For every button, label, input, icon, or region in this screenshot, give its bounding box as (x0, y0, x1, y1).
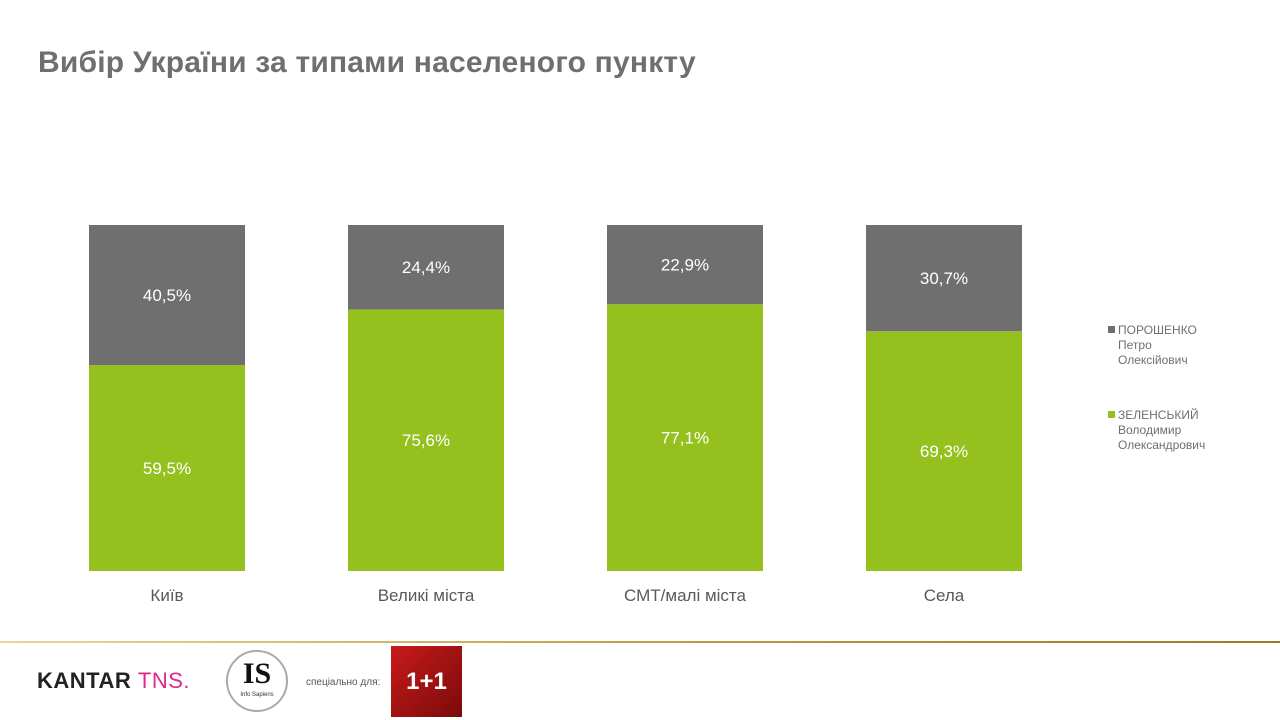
bar-segment (607, 225, 763, 305)
category-label: Села (924, 586, 965, 605)
legend-label: Володимир (1118, 423, 1182, 437)
legend-item-poroshenko: ПОРОШЕНКО Петро Олексійович (1108, 323, 1197, 368)
category-label: СМТ/малі міста (624, 586, 746, 605)
legend-label: Петро (1118, 338, 1152, 352)
legend-label: Олексійович (1118, 353, 1188, 367)
data-label: 59,5% (143, 459, 191, 478)
bar-segment (607, 304, 763, 571)
legend-label: Олександрович (1118, 438, 1206, 452)
legend-item-zelensky: ЗЕЛЕНСЬКИЙ Володимир Олександрович (1108, 408, 1205, 453)
data-label: 40,5% (143, 286, 191, 305)
kantar-tns-logo: KANTAR TNS. (37, 668, 190, 693)
data-label: 30,7% (920, 269, 968, 288)
category-label: Київ (150, 586, 183, 605)
special-for-label: спеціально для: (306, 677, 381, 688)
legend-label: ПОРОШЕНКО (1118, 323, 1197, 337)
data-label: 69,3% (920, 442, 968, 461)
info-sapiens-logo: IS Info Sapiens (226, 650, 288, 712)
page-title: Вибір України за типами населеного пункт… (38, 46, 696, 79)
bar-segment (348, 309, 504, 571)
stacked-bar-chart: 59,5% 40,5% Київ 75,6% 24,4% Великі міста 77,1… (89, 225, 1022, 605)
legend-swatch (1108, 411, 1115, 418)
bar-segment (89, 225, 245, 366)
data-label: 75,6% (402, 431, 450, 450)
footer-divider (0, 641, 1280, 643)
bar-segment (866, 225, 1022, 332)
data-label: 22,9% (661, 256, 709, 275)
data-label: 24,4% (402, 258, 450, 277)
data-label: 77,1% (661, 429, 709, 448)
bar-segment (866, 331, 1022, 571)
channel-1plus1-logo: 1+1 (391, 646, 462, 717)
legend-swatch (1108, 326, 1115, 333)
bar-segment (348, 225, 504, 310)
legend-label: ЗЕЛЕНСЬКИЙ (1118, 408, 1199, 422)
category-label: Великі міста (378, 586, 475, 605)
bar-segment (89, 365, 245, 571)
